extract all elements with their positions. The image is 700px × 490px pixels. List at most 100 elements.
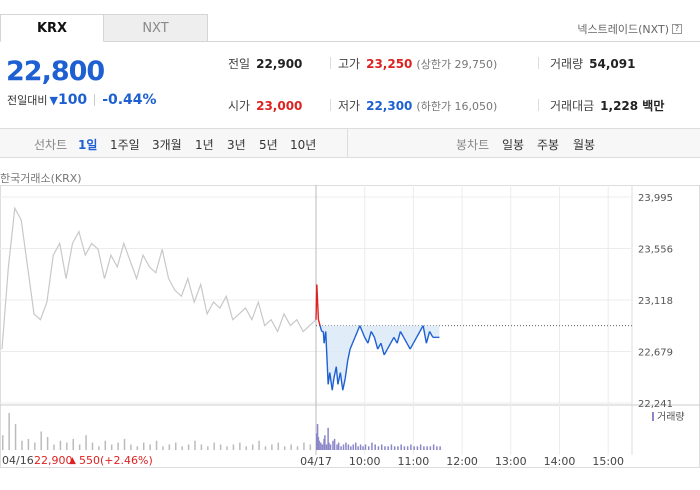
volume-bar	[436, 446, 438, 450]
x-tick-label: 12:00	[446, 455, 478, 468]
period-1w[interactable]: 1주일	[110, 138, 140, 152]
volume-bar	[21, 440, 23, 450]
stat-open: 시가 23,000	[228, 97, 302, 114]
volume-bar	[2, 435, 4, 450]
price-fill-area	[316, 325, 440, 391]
line-chart-label: 선차트	[34, 138, 68, 152]
volume-bar	[59, 440, 62, 450]
y-tick-label: 23,995	[638, 193, 673, 204]
volume-bar	[429, 446, 432, 450]
volume-bar	[104, 440, 107, 450]
today-line-segment	[383, 348, 389, 356]
candle-monthly[interactable]: 월봉	[573, 138, 596, 152]
change-label: 전일대비	[7, 94, 48, 107]
up-arrow-icon: ▲	[69, 456, 76, 466]
today-line-segment	[367, 331, 372, 344]
tab-nxt[interactable]: NXT	[104, 14, 208, 42]
volume-bar	[423, 446, 425, 450]
volume-bar	[371, 442, 373, 450]
volume-bar	[426, 446, 428, 450]
volume-bar	[46, 437, 49, 450]
volume-bar	[337, 442, 340, 450]
volume-bar	[117, 442, 119, 450]
volume-bar	[387, 446, 389, 450]
volume-bar	[194, 440, 196, 450]
candle-weekly[interactable]: 주봉	[537, 138, 560, 152]
stat-value: 1,228 백만	[600, 99, 665, 113]
period-5y[interactable]: 5년	[259, 138, 278, 152]
period-10y[interactable]: 10년	[290, 138, 317, 152]
nxt-info-link[interactable]: 넥스트레이드(NXT) ?	[577, 21, 682, 37]
volume-bar	[264, 446, 267, 450]
volume-bar	[329, 444, 332, 450]
volume-bar	[357, 446, 359, 450]
tabs-divider	[208, 41, 700, 42]
volume-legend-label: 거래량	[657, 411, 685, 423]
today-line-segment	[325, 331, 329, 367]
volume-bar	[439, 446, 441, 450]
volume-bar	[251, 444, 254, 450]
volume-bar	[290, 444, 292, 450]
volume-bar	[316, 433, 318, 450]
stat-label: 시가	[228, 99, 251, 113]
today-line-segment	[346, 348, 351, 361]
today-line-segment	[377, 342, 382, 350]
volume-legend-swatch	[652, 412, 654, 421]
price-chart[interactable]: 23,995 23,556 23,118 22,679 22,241 04/17 10:00…	[0, 185, 700, 475]
stat-value: 23,250	[366, 56, 413, 71]
volume-bar	[85, 435, 87, 450]
volume-bar	[72, 438, 74, 450]
change-separator	[94, 94, 96, 106]
today-line-segment	[319, 325, 323, 332]
today-line-segment	[354, 331, 359, 338]
help-icon[interactable]: ?	[672, 24, 682, 34]
today-line-segment	[361, 331, 366, 338]
volume-bar	[14, 424, 17, 450]
today-line-segment	[422, 325, 428, 344]
today-line-segment	[386, 342, 392, 350]
volume-bar	[350, 446, 352, 450]
change-amount: 100	[57, 92, 88, 108]
x-tick-label: 14:00	[544, 455, 576, 468]
volume-bar	[397, 446, 399, 450]
x-tick-label: 10:00	[349, 455, 381, 468]
volume-bar	[219, 444, 222, 450]
tab-krx[interactable]: KRX	[0, 14, 104, 42]
volume-bar	[155, 440, 158, 450]
volume-bar	[377, 446, 380, 450]
period-1d[interactable]: 1일	[78, 138, 98, 152]
volume-bar	[362, 446, 364, 450]
period-1y[interactable]: 1년	[195, 138, 214, 152]
volume-bar	[416, 446, 419, 450]
period-3y[interactable]: 3년	[227, 138, 246, 152]
volume-bar	[317, 437, 320, 450]
volume-bar	[327, 427, 329, 450]
volume-bar	[342, 444, 345, 450]
today-line-segment	[419, 325, 424, 332]
today-line-segment	[370, 331, 376, 338]
today-line-segment	[393, 337, 398, 344]
volume-bar	[40, 431, 42, 450]
volume-bar	[98, 446, 100, 450]
period-3m[interactable]: 3개월	[152, 138, 182, 152]
today-line-segment	[403, 337, 408, 344]
stat-label: 고가	[338, 57, 361, 71]
today-line-segment	[364, 337, 369, 344]
volume-bar	[359, 444, 362, 450]
today-line-segment	[316, 302, 320, 320]
stat-divider	[330, 99, 331, 111]
volume-bar	[367, 446, 370, 450]
chart-toolbar: 선차트 1일 1주일 3개월 1년 3년 5년 10년 봉차트 일봉 주봉 월봉	[0, 128, 700, 158]
volume-bar	[324, 435, 326, 450]
volume-bar	[318, 440, 320, 450]
volume-bar	[303, 442, 305, 450]
volume-bar	[239, 442, 241, 450]
stat-limit: (하한가 16,050)	[416, 99, 498, 113]
today-line-segment	[429, 331, 434, 338]
volume-bar	[374, 444, 376, 450]
volume-bar	[336, 444, 338, 450]
today-line-segment	[351, 337, 356, 344]
candle-daily[interactable]: 일봉	[502, 138, 525, 152]
x-tick-label: 13:00	[495, 455, 527, 468]
volume-bar	[34, 442, 36, 450]
